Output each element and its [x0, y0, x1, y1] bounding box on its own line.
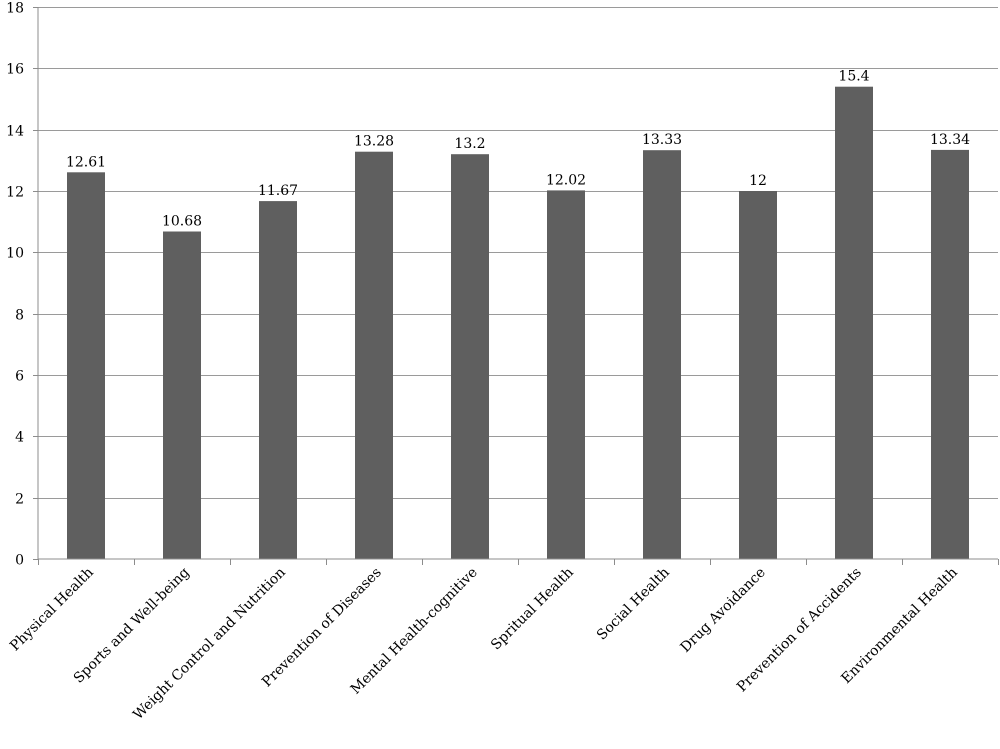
data-labels: 12.61 10.68 11.67 13.28 13.2 12.02 13.33 12 15.4… — [66, 69, 970, 230]
bar — [163, 231, 201, 559]
bar — [643, 150, 681, 559]
category-label: Physical Health — [7, 565, 97, 655]
y-tick-label: 12 — [6, 185, 24, 201]
y-tick-label: 8 — [15, 308, 24, 324]
y-tick-label: 0 — [15, 553, 24, 569]
x-axis-ticks — [38, 559, 999, 565]
bar — [739, 191, 777, 559]
y-axis-ticks: 0 2 4 6 8 10 12 14 16 18 — [6, 1, 38, 569]
bar — [355, 151, 393, 559]
bars — [67, 86, 969, 560]
data-label: 13.28 — [354, 134, 394, 150]
data-label: 10.68 — [162, 214, 202, 230]
bar — [259, 201, 297, 559]
bar — [547, 190, 585, 559]
bar — [67, 172, 105, 560]
y-tick-label: 14 — [6, 124, 24, 140]
data-label: 13.34 — [930, 132, 970, 148]
data-label: 12.61 — [66, 154, 106, 170]
bar — [835, 86, 873, 559]
y-tick-label: 18 — [6, 1, 24, 17]
bar — [451, 154, 489, 559]
category-label: Drug Avoidance — [678, 565, 769, 656]
data-label: 13.2 — [454, 136, 485, 152]
y-tick-label: 6 — [15, 369, 24, 385]
category-label: Weight Control and Nutrition — [130, 565, 289, 724]
y-tick-label: 4 — [15, 430, 24, 446]
data-label: 12 — [749, 173, 767, 189]
category-label: Spritual Health — [488, 565, 577, 654]
data-label: 11.67 — [258, 183, 298, 199]
category-label: Social Health — [594, 565, 673, 644]
data-label: 13.33 — [642, 132, 682, 148]
bar — [931, 149, 969, 559]
y-tick-label: 10 — [6, 246, 24, 262]
y-tick-label: 2 — [15, 492, 24, 508]
data-label: 15.4 — [838, 69, 869, 85]
y-tick-label: 16 — [6, 62, 24, 78]
data-label: 12.02 — [546, 172, 586, 188]
